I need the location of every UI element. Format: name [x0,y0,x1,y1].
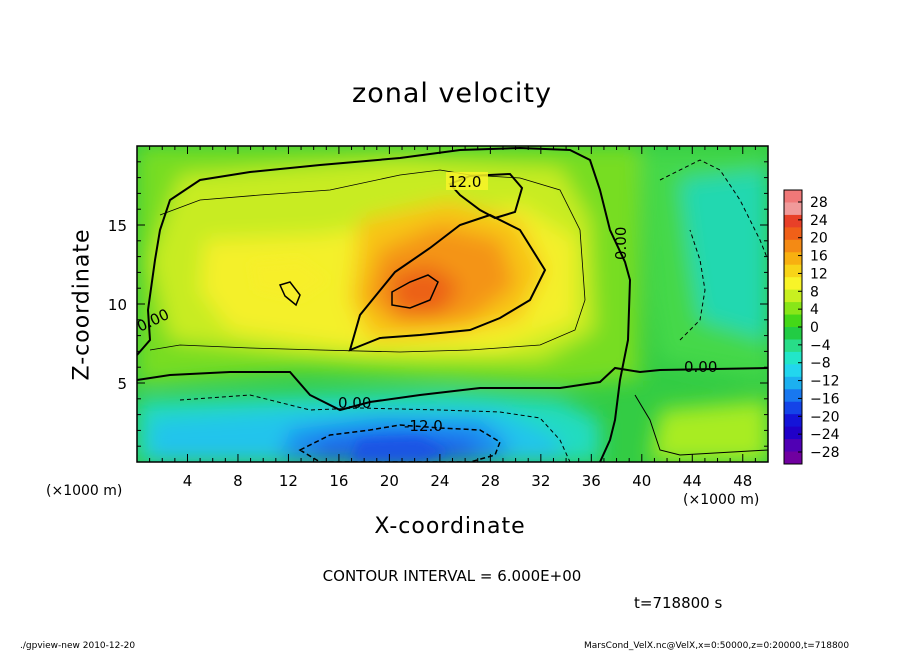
colorbar-swatch [784,414,802,428]
colorbar-swatch [784,364,802,378]
x-tick-label: 40 [632,472,651,490]
x-tick-label: 32 [531,472,550,490]
colorbar-swatch [784,351,802,365]
colorbar-label: 12 [810,266,828,282]
colorbar-swatch [784,302,802,316]
colorbar-swatch [784,376,802,390]
contour-neg-six [179,394,571,462]
colorbar-swatch [784,389,802,403]
chart-title: zonal velocity [352,78,552,109]
colorbar-swatch [784,202,802,216]
contour-lines [137,146,768,462]
contour-east-neg-six [659,159,768,261]
y-tick-label: 10 [108,296,127,314]
colorbar-label: 4 [810,302,819,318]
colorbar-label: −28 [810,445,840,461]
x-tick-label: 8 [233,472,243,490]
contour-six [149,169,586,353]
x-tick-label: 24 [430,472,449,490]
colorbar-swatch [784,451,802,465]
x-unit-label-right: (×1000 m) [683,492,760,508]
colorbar-swatch [784,426,802,440]
contour-label-zero-south: 0.00 [338,394,371,412]
contour-interval-text: CONTOUR INTERVAL = 6.000E+00 [322,567,582,585]
field-region-southeast-yellow-green [650,400,768,462]
colorbar-swatch [784,252,802,266]
colorbar-swatch [784,239,802,253]
colorbar-swatch [784,277,802,291]
colorbar-label: 8 [810,284,819,300]
contour-small-west-loop [278,281,301,307]
colorbar-label: 0 [810,320,819,336]
colorbar-swatch [784,327,802,340]
colorbar-label: −24 [810,427,840,443]
y-axis-label: Z-coordinate [69,228,95,381]
x-unit-label-left: (×1000 m) [46,483,123,499]
colorbar-swatch [784,190,802,203]
x-tick-label: 16 [329,472,348,490]
footer-left: ./gpview-new 2010-12-20 [20,641,136,651]
colorbar-swatch [784,264,802,278]
colorbar-label: −12 [810,374,840,390]
x-tick-label: 36 [582,472,601,490]
contour-label-group: 12.0 0.00 0.00 0.00 0.00 -12.0 [134,172,717,435]
colorbar-label: −16 [810,391,840,407]
contour-zero-south [137,366,768,412]
colorbar-swatch [784,289,802,303]
colorbar-label: 28 [810,195,828,211]
colorbar-swatch [784,401,802,415]
contour-east-neg-six-inner [679,229,706,341]
heatmap-field [137,146,768,462]
contour-eighteen [391,274,439,309]
colorbar-label: 16 [810,249,828,265]
colorbar-swatch [784,314,802,328]
contour-twelve-main [348,213,547,352]
colorbar-swatch [784,439,802,453]
contour-east-thin [634,394,768,456]
colorbar-swatch [784,227,802,241]
x-tick-label: 44 [683,472,702,490]
y-tick-label: 5 [117,375,127,393]
contour-zero-west [137,146,632,462]
field-region-red [390,265,460,315]
colorbar-swatch [784,339,802,353]
footer-right: MarsCond_VelX.nc@VelX,x=0:50000,z=0:2000… [584,641,850,651]
field-region-east-cyan [680,170,768,340]
y-tick-label: 15 [108,217,127,235]
contour-label-neg-12: -12.0 [404,417,443,435]
x-tick-label: 4 [183,472,193,490]
colorbar-label: −8 [810,356,831,372]
colorbar-label: 20 [810,231,828,247]
x-tick-label: 20 [380,472,399,490]
contour-label-zero-southeast: 0.00 [684,358,717,376]
x-axis-ticks: 4 8 12 16 20 24 28 32 36 40 44 48 [136,146,769,490]
x-axis-label: X-coordinate [374,514,526,539]
x-tick-label: 28 [481,472,500,490]
colorbar-label: 24 [810,213,828,229]
contour-label-12-upper: 12.0 [448,173,481,191]
y-axis-ticks: 5 10 15 [108,145,768,463]
colorbar-label: −4 [810,338,831,354]
colorbar-label: −20 [810,409,840,425]
colorbar-swatch [784,214,802,228]
contour-label-zero-east: 0.00 [612,227,630,260]
time-label: t=718800 s [634,594,723,612]
x-tick-label: 12 [279,472,298,490]
x-tick-label: 48 [733,472,752,490]
contour-neg-twelve [298,424,501,462]
